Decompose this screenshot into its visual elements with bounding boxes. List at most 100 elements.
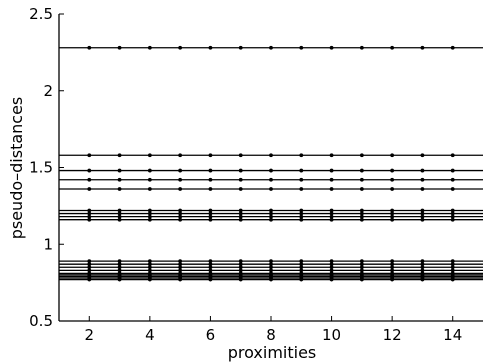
data-point <box>450 262 455 267</box>
data-point <box>117 265 122 270</box>
data-point <box>117 208 122 213</box>
data-point <box>299 153 304 158</box>
data-point <box>87 259 92 264</box>
data-point <box>178 217 183 222</box>
data-point <box>420 168 425 173</box>
data-point <box>208 217 213 222</box>
data-point <box>329 177 334 182</box>
data-point <box>238 268 243 273</box>
data-point <box>117 211 122 216</box>
data-point <box>420 45 425 50</box>
data-point <box>359 277 364 282</box>
data-point <box>147 214 152 219</box>
data-point <box>450 168 455 173</box>
data-point <box>299 214 304 219</box>
data-point <box>178 177 183 182</box>
data-point <box>329 268 334 273</box>
data-point <box>87 268 92 273</box>
data-point <box>238 187 243 191</box>
x-tick-label: 6 <box>206 326 216 344</box>
data-point <box>117 153 122 158</box>
data-point <box>87 262 92 267</box>
data-point <box>420 214 425 219</box>
data-point <box>269 187 273 191</box>
data-point <box>208 177 213 182</box>
data-point <box>359 214 364 219</box>
data-point <box>450 45 455 50</box>
data-point <box>147 208 152 213</box>
data-point <box>269 208 273 213</box>
data-point <box>450 259 455 264</box>
data-point <box>117 214 122 219</box>
data-point <box>238 217 243 222</box>
data-point <box>299 187 304 191</box>
data-point <box>208 45 213 50</box>
data-point <box>359 168 364 173</box>
data-point <box>269 45 273 50</box>
data-point <box>390 153 395 158</box>
series-line <box>59 265 483 270</box>
data-point <box>269 214 273 219</box>
y-tick-label: 1.5 <box>29 159 53 177</box>
data-point <box>359 153 364 158</box>
series-line <box>59 211 483 216</box>
data-point <box>147 153 152 158</box>
data-point <box>329 187 334 191</box>
data-point <box>208 153 213 158</box>
data-point <box>420 217 425 222</box>
data-point <box>147 177 152 182</box>
series-lines <box>59 45 483 282</box>
data-point <box>420 268 425 273</box>
series-line <box>59 259 483 264</box>
data-point <box>238 211 243 216</box>
data-point <box>359 217 364 222</box>
data-point <box>87 208 92 213</box>
data-point <box>238 153 243 158</box>
data-point <box>390 265 395 270</box>
data-point <box>329 211 334 216</box>
data-point <box>87 217 92 222</box>
data-point <box>450 187 455 191</box>
data-point <box>147 168 152 173</box>
y-tick-label: 1 <box>43 235 53 253</box>
data-point <box>178 268 183 273</box>
data-point <box>208 268 213 273</box>
data-point <box>269 262 273 267</box>
data-point <box>390 277 395 282</box>
y-tick-label: 0.5 <box>29 312 53 330</box>
data-point <box>147 265 152 270</box>
data-point <box>117 268 122 273</box>
data-point <box>329 168 334 173</box>
data-point <box>269 168 273 173</box>
data-point <box>450 177 455 182</box>
data-point <box>238 168 243 173</box>
data-point <box>117 262 122 267</box>
series-line <box>59 277 483 282</box>
data-point <box>208 208 213 213</box>
tick-labels: 0.5 1 1.5 2 2.5 2 4 6 8 10 12 14 <box>29 5 462 344</box>
data-point <box>208 259 213 264</box>
series-line <box>59 153 483 158</box>
data-point <box>87 187 92 191</box>
data-point <box>390 211 395 216</box>
data-point <box>208 187 213 191</box>
data-point <box>359 208 364 213</box>
data-point <box>359 259 364 264</box>
x-tick-label: 4 <box>145 326 155 344</box>
y-axis-label: pseudo–distances <box>7 97 26 240</box>
data-point <box>299 177 304 182</box>
data-point <box>117 217 122 222</box>
data-point <box>450 153 455 158</box>
data-point <box>390 187 395 191</box>
data-point <box>450 217 455 222</box>
data-point <box>87 177 92 182</box>
data-point <box>299 259 304 264</box>
data-point <box>390 268 395 273</box>
data-point <box>329 153 334 158</box>
data-point <box>87 265 92 270</box>
data-point <box>269 259 273 264</box>
data-point <box>147 211 152 216</box>
y-tick-label: 2.5 <box>29 5 53 23</box>
series-line <box>59 177 483 182</box>
data-point <box>420 259 425 264</box>
